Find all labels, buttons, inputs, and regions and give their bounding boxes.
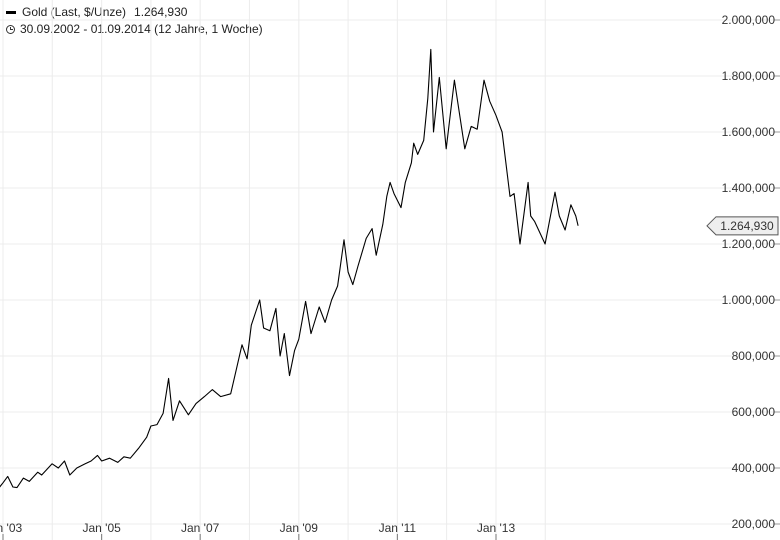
current-value-label: 1.264,930 (720, 219, 774, 233)
y-tick-label: 600,000 (732, 405, 776, 419)
y-tick-label: 1.600,000 (722, 125, 776, 139)
legend-last-value: 1.264,930 (134, 5, 188, 19)
x-tick-label: Jan '11 (379, 521, 417, 535)
legend-period-row: 30.09.2002 - 01.09.2014 (12 Jahre, 1 Woc… (6, 21, 263, 38)
y-tick-label: 400,000 (732, 461, 776, 475)
x-tick-label: Jan '07 (181, 521, 220, 535)
gold-price-line (0, 48, 579, 489)
legend-series-row: Gold (Last, $/Unze) 1.264,930 (6, 4, 263, 21)
y-axis: 200,000 400,000 600,000 800,000 1.000,000 1.2… (722, 13, 780, 531)
x-tick-label: Jan '03 (0, 521, 22, 535)
x-axis: Jan '03 Jan '05 Jan '07 Jan '09 Jan '11 Jan '… (0, 521, 515, 540)
y-tick-label: 1.400,000 (722, 181, 776, 195)
x-tick-label: Jan '09 (280, 521, 319, 535)
y-tick-label: 200,000 (732, 517, 776, 531)
current-value-tag (706, 216, 779, 236)
clock-icon (6, 25, 15, 34)
y-tick-label: 2.000,000 (722, 13, 776, 27)
current-value-marker: 1.264,930 (706, 216, 779, 236)
chart-legend: Gold (Last, $/Unze) 1.264,930 30.09.2002… (6, 4, 263, 38)
y-tick-label: 1.000,000 (722, 293, 776, 307)
y-tick-label: 800,000 (732, 349, 776, 363)
x-tick-label: Jan '05 (82, 521, 121, 535)
x-tick-label: Jan '13 (477, 521, 516, 535)
series-line-swatch-icon (6, 11, 16, 14)
legend-series-label: Gold (Last, $/Unze) (22, 5, 127, 19)
legend-period: 30.09.2002 - 01.09.2014 (12 Jahre, 1 Woc… (20, 22, 263, 36)
y-tick-label: 1.800,000 (722, 69, 776, 83)
y-tick-label: 1.200,000 (722, 237, 776, 251)
